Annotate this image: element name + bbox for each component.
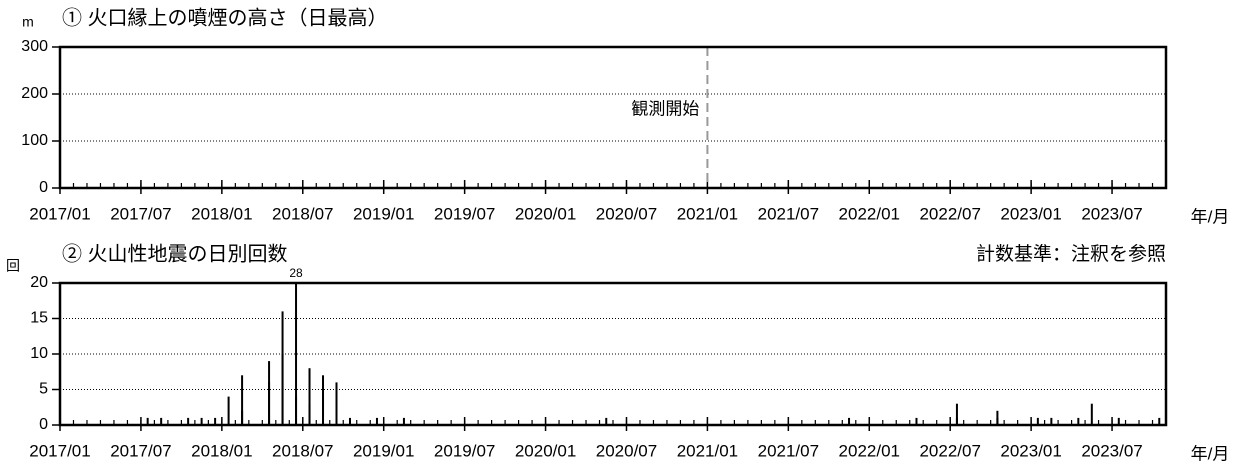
x-tick-label: 2017/07	[110, 441, 171, 460]
x-tick-label: 2020/01	[515, 441, 576, 460]
bar	[308, 368, 311, 425]
plot-frame	[58, 45, 1168, 190]
bar	[146, 417, 149, 425]
bar	[241, 410, 244, 425]
bar	[160, 417, 163, 425]
bar	[402, 417, 405, 425]
y-tick-label: 0	[39, 179, 48, 196]
chart-title: ① 火口縁上の噴煙の高さ（日最高）	[62, 6, 388, 29]
bar	[335, 417, 338, 425]
y-tick-label: 0	[39, 416, 48, 433]
bar	[227, 396, 230, 425]
bar	[200, 417, 203, 425]
bars	[146, 283, 1161, 425]
x-tick-label: 2017/01	[29, 441, 90, 460]
y-tick-label: 200	[21, 85, 48, 102]
bar	[955, 403, 958, 425]
y-tick-label: 15	[30, 310, 48, 327]
x-tick-label: 2018/07	[272, 204, 333, 223]
x-tick-label: 2018/07	[272, 441, 333, 460]
x-tick-label: 2018/01	[191, 441, 252, 460]
bar	[1158, 417, 1161, 425]
chart-title: ② 火山性地震の日別回数	[62, 242, 288, 265]
x-tick-label: 2022/07	[919, 441, 980, 460]
x-axis-label: 年/月	[1191, 207, 1230, 226]
bar	[1077, 417, 1080, 425]
bar	[605, 417, 608, 425]
y-unit: 回	[6, 258, 20, 274]
note: 計数基準：注釈を参照	[976, 243, 1166, 265]
bar	[214, 417, 217, 425]
x-tick-label: 2020/07	[596, 204, 657, 223]
y-tick-label: 10	[30, 345, 48, 362]
x-tick-label: 2018/01	[191, 204, 252, 223]
x-tick-label: 2021/07	[758, 441, 819, 460]
x-tick-label: 2021/01	[677, 441, 738, 460]
bar	[295, 283, 298, 425]
x-tick-label: 2023/07	[1081, 441, 1142, 460]
bar	[848, 417, 851, 425]
bar	[281, 311, 284, 425]
bar	[375, 417, 378, 425]
bar	[187, 417, 190, 425]
x-tick-label: 2017/01	[29, 204, 90, 223]
x-tick-label: 2022/01	[839, 204, 900, 223]
bar	[335, 382, 338, 425]
bar	[1117, 417, 1120, 425]
bar	[322, 396, 325, 425]
bar	[996, 410, 999, 425]
x-tick-label: 2020/01	[515, 204, 576, 223]
x-tick-label: 2022/07	[919, 204, 980, 223]
x-tick-label: 2019/07	[434, 204, 495, 223]
value-label: 28	[289, 266, 303, 280]
bar	[1050, 417, 1053, 425]
y-tick-label: 20	[30, 274, 48, 291]
y-tick-label: 5	[39, 381, 48, 398]
y-tick-label: 300	[21, 38, 48, 55]
x-tick-label: 2019/01	[353, 441, 414, 460]
y-unit: m	[22, 14, 34, 30]
annotation-text: 観測開始	[631, 99, 699, 118]
x-tick-label: 2023/07	[1081, 204, 1142, 223]
x-tick-label: 2023/01	[1000, 441, 1061, 460]
x-tick-label: 2021/07	[758, 204, 819, 223]
x-tick-label: 2023/01	[1000, 204, 1061, 223]
bar	[268, 361, 271, 425]
x-tick-label: 2017/07	[110, 204, 171, 223]
x-axis-label: 年/月	[1191, 444, 1230, 463]
bar	[348, 417, 351, 425]
plot-frame	[58, 281, 1168, 427]
x-tick-label: 2019/01	[353, 204, 414, 223]
bar	[1090, 403, 1093, 425]
bar	[1036, 417, 1039, 425]
x-tick-label: 2021/01	[677, 204, 738, 223]
bar	[241, 375, 244, 425]
x-tick-label: 2019/07	[434, 441, 495, 460]
x-tick-label: 2020/07	[596, 441, 657, 460]
y-tick-label: 100	[21, 132, 48, 149]
bar	[915, 417, 918, 425]
x-tick-label: 2022/01	[839, 441, 900, 460]
